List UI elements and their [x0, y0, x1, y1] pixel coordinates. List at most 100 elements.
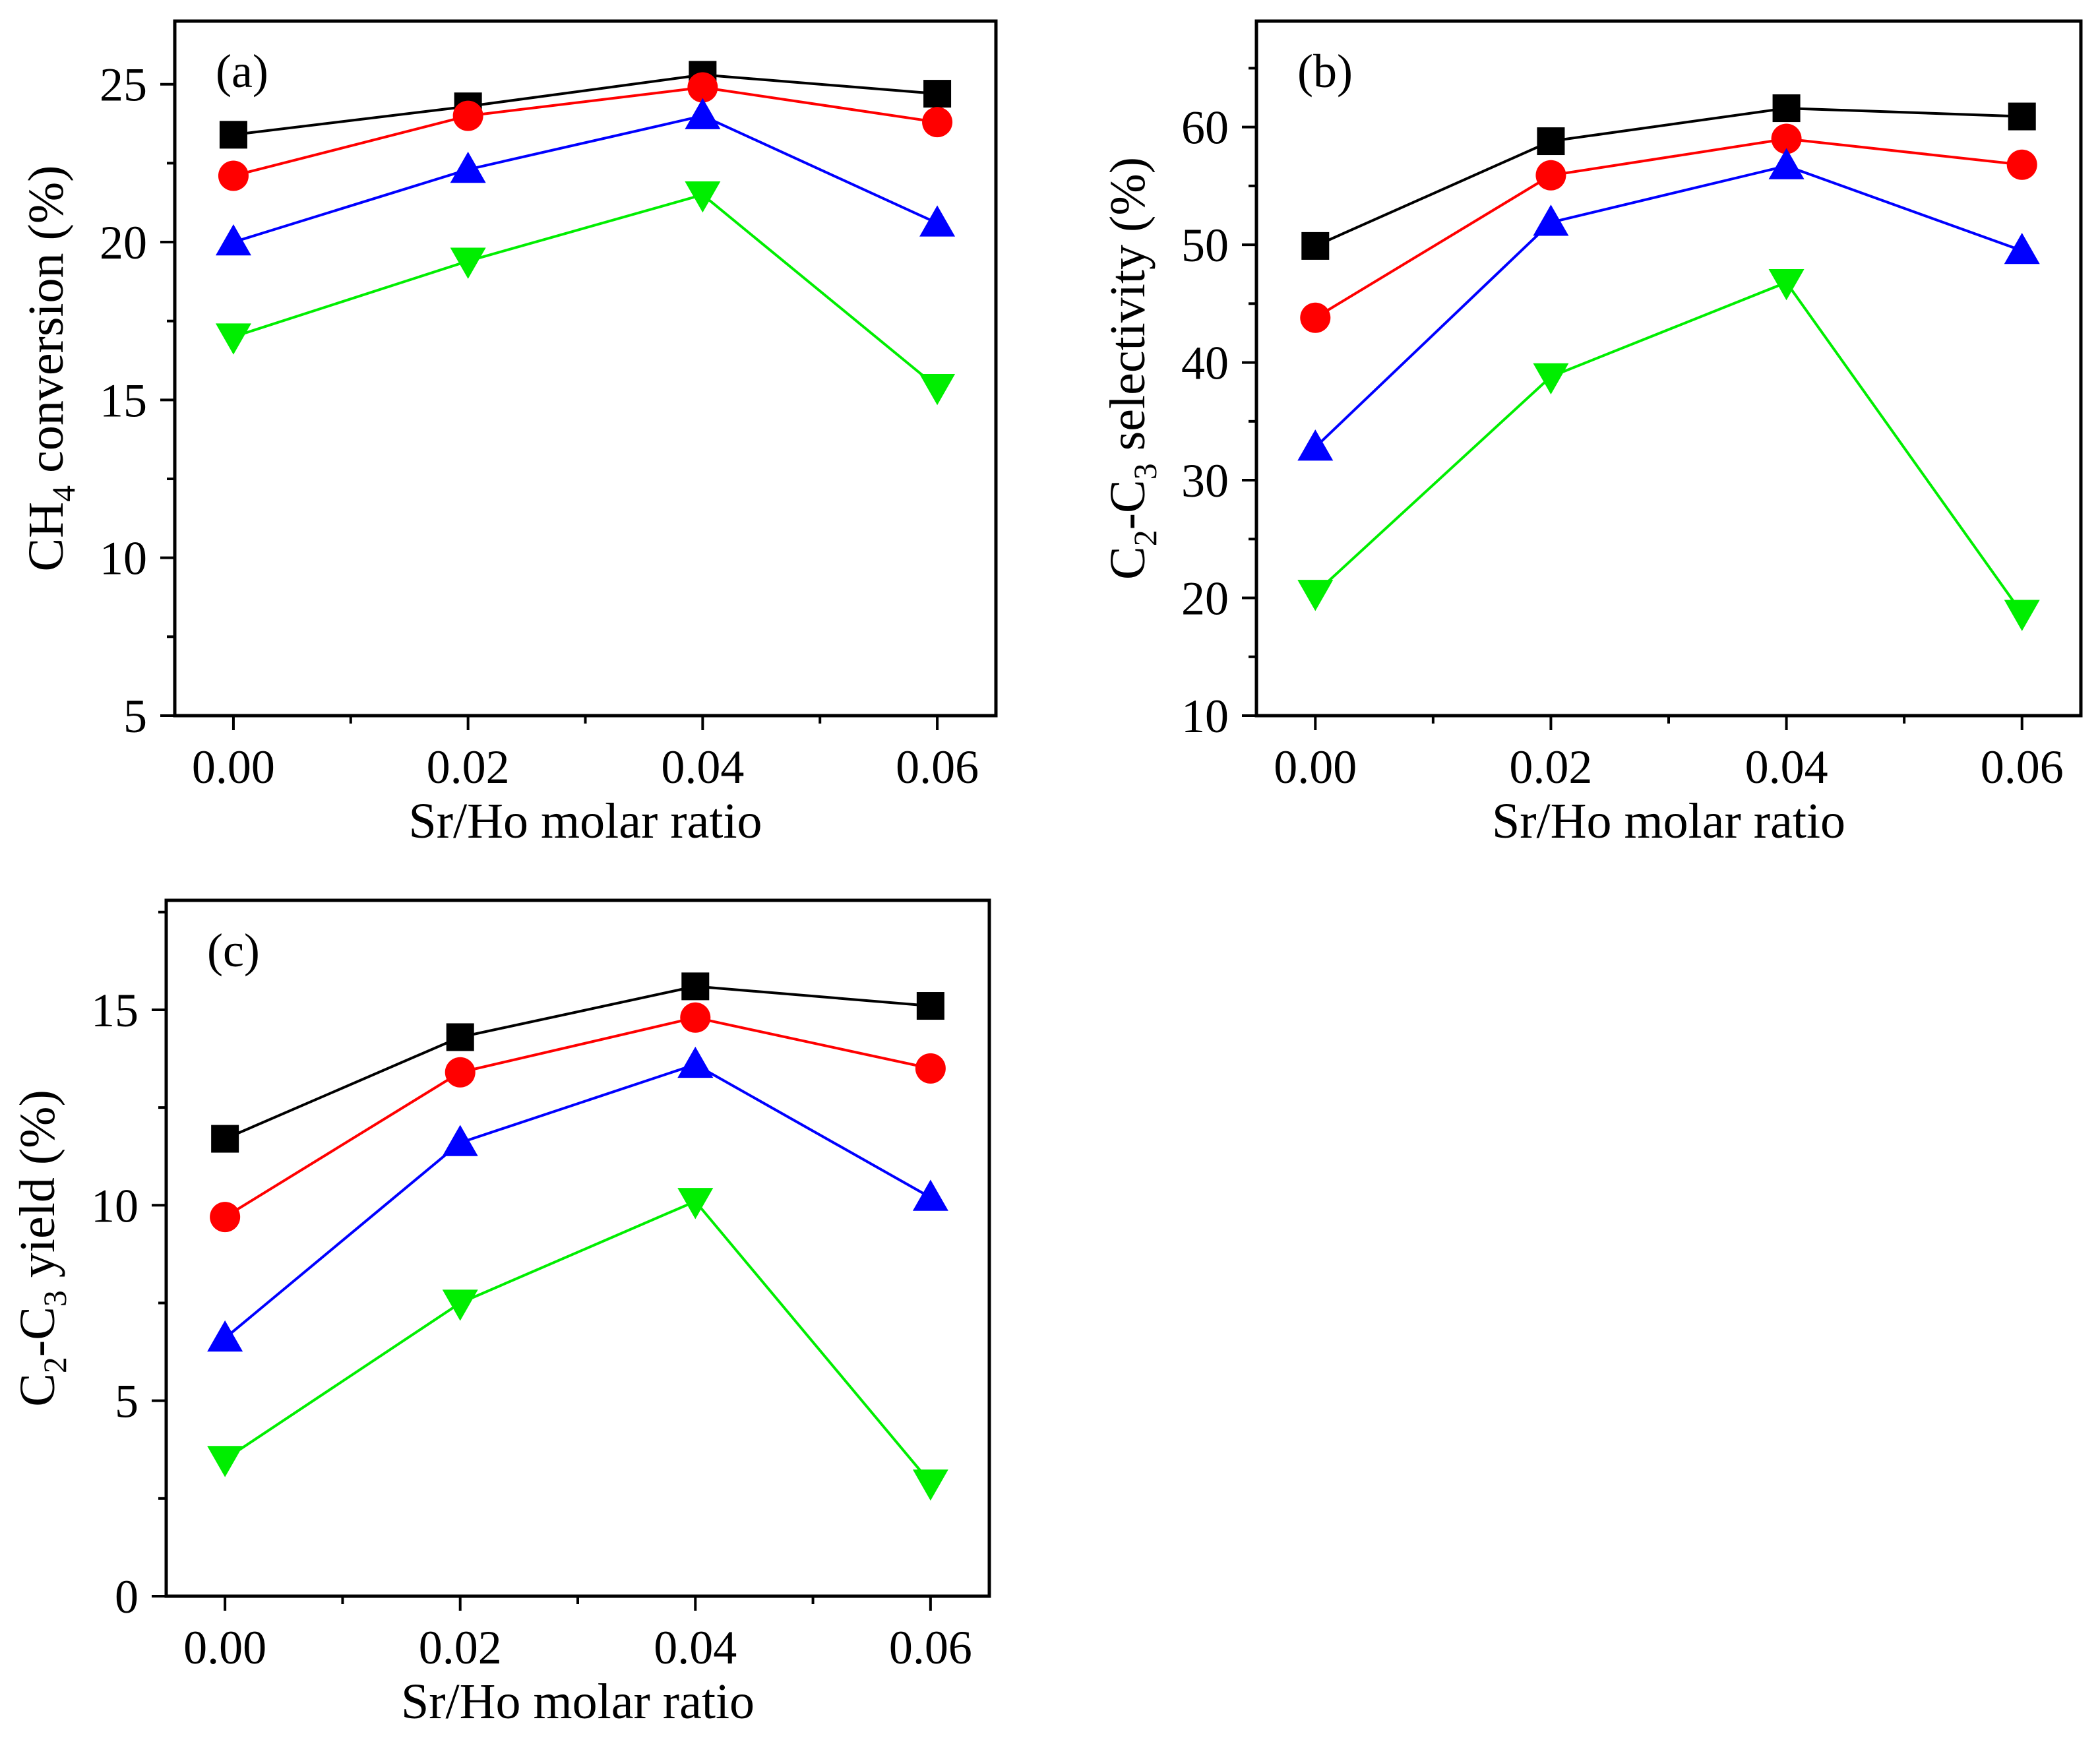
y-tick-label: 50 [1181, 219, 1229, 272]
chart-panel-0: 5 10 15 20 25 0.00 0.02 0.04 0.06 Sr/Ho molar rat… [18, 19, 998, 849]
panel-label: (a) [216, 45, 268, 98]
y-axis-title-part: -C [1100, 480, 1156, 530]
x-tick-label: 0.00 [1274, 741, 1357, 793]
series-1 [210, 1002, 946, 1233]
y-axis-title-part: -C [10, 1307, 65, 1357]
data-point [1301, 232, 1330, 260]
x-tick-label: 0.00 [183, 1621, 266, 1674]
data-point [2006, 149, 2037, 180]
data-point [681, 972, 710, 1001]
data-point [919, 205, 956, 237]
data-point [1772, 94, 1801, 123]
data-point [445, 1057, 476, 1088]
data-point [1533, 204, 1569, 236]
y-tick-label: 0 [115, 1570, 139, 1623]
y-axis-title-part: CH [18, 502, 74, 572]
y-tick-label: 15 [91, 984, 139, 1037]
x-tick-label: 0.04 [654, 1621, 737, 1674]
series-line [224, 985, 931, 1140]
y-axis-title-part: C [10, 1373, 65, 1407]
series-0 [1301, 94, 2036, 260]
series-line [1314, 164, 2023, 449]
data-point [923, 80, 952, 108]
y-axis-title-subscript: 2 [1127, 530, 1163, 546]
data-point [1768, 148, 1805, 179]
data-point [219, 121, 247, 149]
data-point [677, 1046, 714, 1078]
plot-frame [164, 898, 991, 1598]
y-tick-label: 25 [100, 59, 147, 111]
data-point [680, 1002, 711, 1033]
data-point [452, 100, 483, 131]
y-axis-title-part: selectivity (%) [1100, 157, 1156, 463]
y-axis-title-subscript: 3 [1127, 463, 1163, 480]
plot-frame [173, 19, 998, 718]
series-line [233, 114, 938, 243]
data-point [687, 72, 718, 103]
series-line [1314, 137, 2022, 319]
x-axis-title: Sr/Ho molar ratio [1492, 793, 1845, 849]
data-point [677, 1188, 714, 1220]
chart-panel-2: 0 5 10 15 0.00 0.02 0.04 0.06 Sr/Ho molar ratio C… [10, 898, 991, 1729]
y-axis-title: C2-C3 selectivity (%) [1100, 157, 1163, 580]
x-axis-title: Sr/Ho molar ratio [408, 793, 762, 849]
data-point [215, 323, 251, 355]
series-3 [215, 181, 956, 406]
data-point [1771, 123, 1802, 154]
y-axis-title: C2-C3 yield (%) [10, 1090, 73, 1407]
series-line [233, 193, 939, 388]
y-axis-title: CH4 conversion (%) [18, 166, 82, 572]
y-tick-label: 20 [100, 216, 147, 269]
data-point [2004, 233, 2040, 264]
data-point [916, 992, 944, 1020]
chart-panel-1: 10 20 30 40 50 60 0.00 0.02 0.04 0.06 Sr/Ho molar … [1100, 19, 2083, 849]
data-point [922, 107, 953, 138]
y-axis-title-part: C [1100, 546, 1156, 580]
series-line [233, 73, 938, 137]
data-point [2004, 600, 2040, 631]
data-point [210, 1202, 241, 1233]
data-point [919, 373, 956, 406]
series-2 [215, 98, 956, 256]
series-2 [207, 1046, 948, 1352]
y-tick-label: 20 [1181, 573, 1229, 625]
series-line [224, 1063, 931, 1340]
data-point [685, 98, 721, 129]
data-point [912, 1179, 948, 1211]
data-point [915, 1053, 946, 1084]
data-point [450, 247, 486, 279]
data-point [685, 181, 721, 213]
data-point [1300, 302, 1331, 333]
x-tick-label: 0.02 [1509, 741, 1592, 793]
data-point [1535, 160, 1566, 191]
y-axis-title-subscript: 2 [36, 1357, 73, 1373]
series-3 [1297, 268, 2040, 631]
x-tick-label: 0.00 [192, 741, 275, 793]
y-axis-title-part: yield (%) [10, 1090, 65, 1290]
series-1 [1300, 123, 2037, 333]
data-point [442, 1289, 478, 1321]
data-point [207, 1446, 243, 1477]
x-axis-title: Sr/Ho molar ratio [401, 1674, 755, 1729]
series-line [224, 1199, 932, 1484]
data-point [215, 224, 251, 256]
y-tick-label: 10 [100, 532, 147, 585]
data-point [442, 1125, 478, 1156]
series-0 [211, 972, 944, 1153]
series-2 [1297, 148, 2040, 461]
y-tick-label: 30 [1181, 454, 1229, 507]
y-tick-label: 10 [1181, 690, 1229, 743]
x-tick-label: 0.02 [427, 741, 510, 793]
data-point [1768, 268, 1805, 301]
series-line [233, 86, 938, 177]
y-axis-title-subscript: 4 [45, 485, 82, 502]
y-axis-title-part: conversion (%) [18, 166, 74, 485]
data-point [1537, 127, 1565, 156]
x-tick-label: 0.04 [661, 741, 744, 793]
series-line [1314, 107, 2022, 247]
data-point [218, 160, 249, 191]
series-1 [218, 72, 953, 191]
data-point [446, 1023, 474, 1051]
panel-label: (b) [1297, 45, 1353, 98]
